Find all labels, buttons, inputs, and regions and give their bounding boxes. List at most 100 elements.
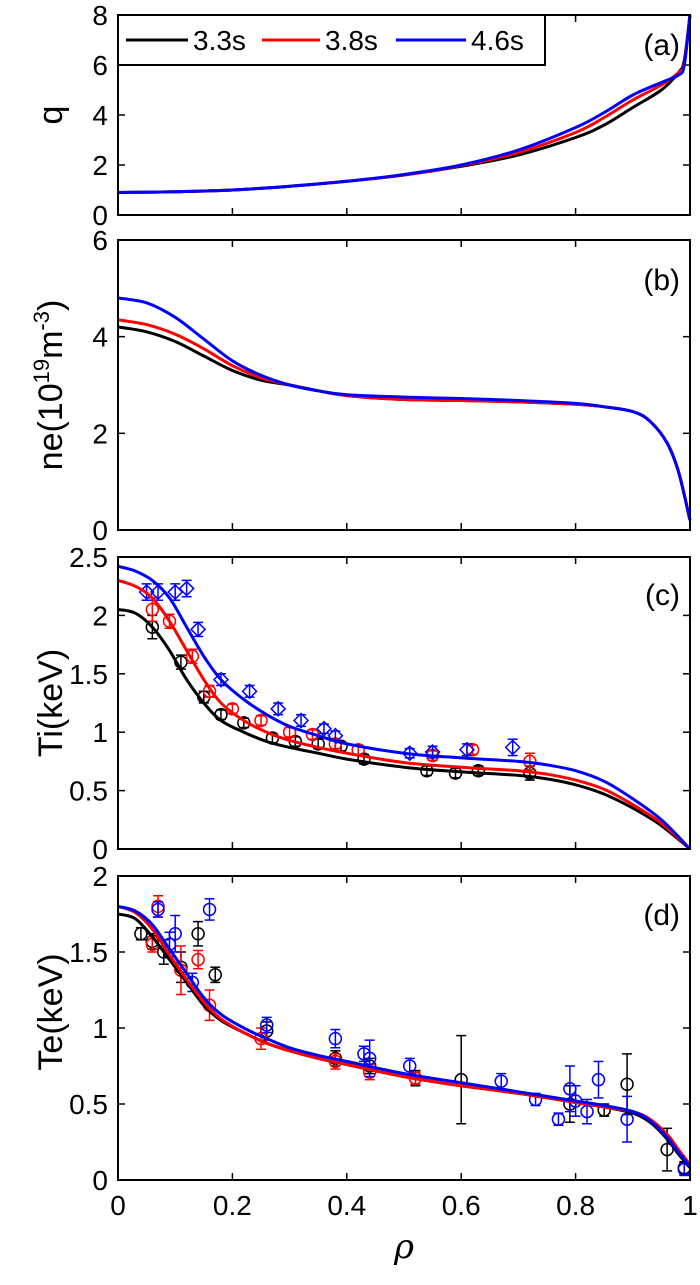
series-line-c-4.6s <box>117 564 692 851</box>
series-line-a-4.6s <box>117 14 692 194</box>
ytick-label-b-1: 2 <box>92 418 108 449</box>
ytick-label-a-4: 8 <box>92 0 108 31</box>
data-point-d-2-17 <box>620 1112 634 1126</box>
panel-a-label: (a) <box>643 29 680 62</box>
xtick-label-0: 0 <box>110 1190 126 1221</box>
series-line-d-4.6s <box>117 904 692 1168</box>
data-point-d-2-16 <box>591 1072 606 1087</box>
data-point-c-2-4 <box>190 621 207 638</box>
ytick-label-c-2: 1 <box>92 717 108 748</box>
data-point-c-2-13 <box>458 741 475 758</box>
legend-label-4.6s: 4.6s <box>471 25 524 56</box>
panel-b-ylabel: ne(1019m-3) <box>29 300 70 471</box>
panel-b-lines <box>117 296 692 521</box>
data-point-c-2-10 <box>327 727 344 744</box>
data-point-c-2-5 <box>212 671 230 688</box>
data-point-d-2-0 <box>151 902 165 917</box>
panel-b-frame <box>117 239 691 531</box>
data-point-c-2-6 <box>241 683 258 700</box>
panel-c-ylabel: Ti(keV) <box>32 649 70 757</box>
data-point-c-2-7 <box>270 700 287 717</box>
panel-c-yticks: 0 0.5 1 1.5 2 2.5 <box>69 542 691 865</box>
data-point-c-1-1 <box>162 614 177 628</box>
ytick-label-a-3: 6 <box>92 50 108 81</box>
ytick-label-d-4: 2 <box>92 861 108 892</box>
series-line-d-3.8s <box>117 904 692 1166</box>
panel-d-yticks: 0 0.5 1 1.5 2 <box>69 861 691 1196</box>
panel-b: ne(1019m-3) 0 2 4 6 (b) <box>29 225 692 546</box>
panel-d-points <box>134 895 692 1177</box>
data-point-c-1-5 <box>254 713 268 728</box>
data-point-d-2-8 <box>362 1051 377 1066</box>
panel-c-lines <box>117 564 692 851</box>
ytick-label-d-1: 0.5 <box>69 1089 108 1120</box>
xtick-label-3: 0.6 <box>442 1190 481 1221</box>
panel-a: q 0 2 4 6 8 (a) 3.3s 3.8s 4.6s <box>32 0 692 231</box>
panel-d-frame <box>117 875 691 1181</box>
ylabel-b-part3: ) <box>32 300 70 311</box>
data-point-d-0-14 <box>660 1142 674 1157</box>
data-point-d-2-6 <box>328 1031 343 1046</box>
legend-label-3.3s: 3.3s <box>193 25 246 56</box>
data-point-c-0-12 <box>471 763 486 778</box>
xtick-label-2: 0.4 <box>327 1190 366 1221</box>
xtick-label-5: 1 <box>682 1190 698 1221</box>
panel-d: Te(keV) 0 0.5 1 1.5 2 (d) 0 0.2 0.4 0.6 0.8 1 ρ <box>32 861 698 1267</box>
ytick-label-c-1: 0.5 <box>69 776 108 807</box>
data-point-c-1-3 <box>202 684 217 699</box>
data-point-d-2-5 <box>259 1018 274 1032</box>
x-axis-label: ρ <box>393 1227 414 1267</box>
panel-d-label: (d) <box>643 899 680 932</box>
ytick-label-c-0: 0 <box>92 834 108 865</box>
panel-c-frame <box>117 556 691 850</box>
data-point-c-2-8 <box>292 712 310 729</box>
data-point-d-0-13 <box>620 1077 634 1091</box>
panel-a-yticks: 0 2 4 6 8 <box>92 0 691 231</box>
ytick-label-d-2: 1 <box>92 1013 108 1044</box>
panel-a-lines <box>117 14 692 194</box>
data-point-c-2-9 <box>315 720 332 737</box>
legend: 3.3s 3.8s 4.6s <box>117 14 546 66</box>
panel-b-yticks: 0 2 4 6 <box>92 225 691 546</box>
data-point-c-2-3 <box>178 580 195 597</box>
ytick-label-b-0: 0 <box>92 515 108 546</box>
ytick-label-d-0: 0 <box>92 1165 108 1196</box>
series-line-b-3.8s <box>117 318 692 521</box>
ylabel-b-part2: m <box>32 331 70 359</box>
data-point-c-1-0 <box>145 602 160 617</box>
ylabel-b-part1: ne(10 <box>32 383 70 470</box>
panel-d-xticks: 0 0.2 0.4 0.6 0.8 1 <box>110 1190 698 1221</box>
panel-c-label: (c) <box>645 579 680 612</box>
series-line-c-3.8s <box>117 578 692 851</box>
data-point-c-2-14 <box>504 739 521 756</box>
legend-box <box>117 14 546 66</box>
series-line-b-3.3s <box>117 325 692 521</box>
ytick-label-a-0: 0 <box>92 200 108 231</box>
data-point-d-1-3 <box>191 952 205 967</box>
ytick-label-a-1: 2 <box>92 150 108 181</box>
ylabel-b-sup1: 19 <box>29 359 54 383</box>
ytick-label-a-2: 4 <box>92 100 108 131</box>
data-point-c-2-11 <box>401 745 418 762</box>
legend-label-3.8s: 3.8s <box>325 25 378 56</box>
data-point-d-0-5 <box>208 968 222 982</box>
data-point-d-2-2 <box>168 927 182 941</box>
data-point-d-2-12 <box>551 1112 566 1126</box>
ylabel-b-sup2: -3 <box>29 311 54 331</box>
ytick-label-c-4: 2 <box>92 600 108 631</box>
series-line-c-3.3s <box>117 608 691 851</box>
xtick-label-4: 0.8 <box>556 1190 595 1221</box>
ytick-label-c-3: 1.5 <box>69 659 108 690</box>
series-line-b-4.6s <box>117 296 692 521</box>
data-point-d-2-4 <box>202 902 217 917</box>
ytick-label-d-3: 1.5 <box>69 937 108 968</box>
data-point-d-0-4 <box>191 927 205 941</box>
panel-a-ylabel: q <box>32 106 70 125</box>
panel-d-lines <box>117 904 692 1169</box>
panel-b-label: (b) <box>643 264 680 297</box>
ytick-label-b-3: 6 <box>92 225 108 256</box>
panel-c: Ti(keV) 0 0.5 1 1.5 2 2.5 (c) <box>32 542 692 865</box>
xtick-label-1: 0.2 <box>213 1190 252 1221</box>
panel-d-ylabel: Te(keV) <box>32 953 70 1070</box>
